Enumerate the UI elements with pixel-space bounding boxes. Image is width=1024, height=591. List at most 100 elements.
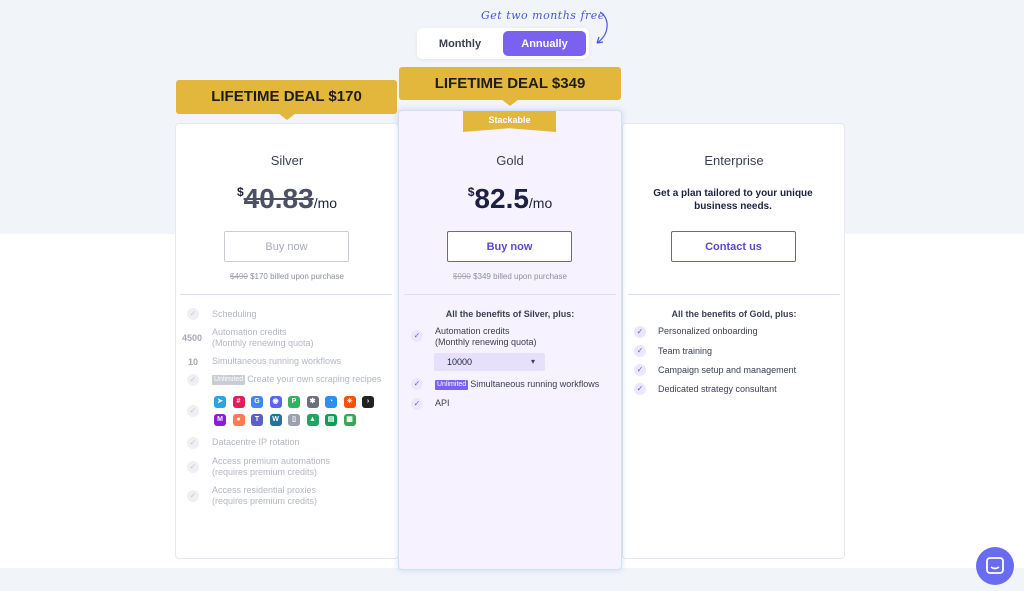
gold-banner-tip [501, 99, 519, 106]
google-drive-icon: ▲ [306, 414, 319, 426]
check-icon: ✓ [634, 383, 646, 395]
check-icon: ✓ [187, 405, 199, 417]
gold-old-price: $990 [453, 272, 471, 281]
hubspot-icon: ● [232, 414, 245, 426]
silver-feature-scheduling: Scheduling [212, 309, 257, 319]
discord-icon: ◉ [269, 396, 282, 408]
check-icon: ✓ [411, 330, 423, 342]
silver-feature-residential: Access residential proxies (requires pre… [212, 485, 317, 507]
silver-residential-sub: (requires premium credits) [212, 496, 318, 506]
silver-credits-sub: (Monthly renewing quota) [212, 338, 314, 348]
silver-feature-premium-automations: Access premium automations (requires pre… [212, 456, 330, 478]
billing-toggle: Monthly Annually [417, 28, 589, 59]
credits-select[interactable]: 10000 ▾ [434, 353, 545, 371]
silver-plan-name: Silver [270, 153, 304, 168]
silver-lifetime-banner: LIFETIME DEAL $170 [176, 80, 397, 114]
check-icon: ✓ [187, 374, 199, 386]
check-icon: ✓ [411, 378, 423, 390]
footer-background [0, 568, 1024, 591]
silver-premium-auto-sub: (requires premium credits) [212, 467, 318, 477]
gold-price-amount: 82.5 [474, 183, 529, 214]
slack-icon: # [232, 396, 245, 408]
enterprise-plan-name: Enterprise [704, 153, 764, 168]
silver-billed-note: $490 $170 billed upon purchase [175, 272, 399, 281]
webhooks-icon: ✱ [306, 396, 319, 408]
silver-feature-scraping: Unlimited Create your own scraping recipe… [212, 374, 381, 385]
silver-feature-datacentre: Datacentre IP rotation [212, 437, 300, 447]
gold-billed-text: $349 billed upon purchase [473, 272, 567, 281]
silver-divider [180, 294, 392, 295]
google-icon: G [251, 396, 263, 408]
silver-currency: $ [236, 185, 244, 199]
silver-credits-count: 4500 [182, 333, 203, 343]
messenger-icon: ◔ [325, 396, 337, 408]
curved-arrow-icon [596, 11, 608, 44]
gold-price-period: /mo [528, 195, 553, 211]
enterprise-feature: Dedicated strategy consultant [658, 384, 777, 394]
credits-select-value: 10000 [447, 357, 473, 367]
enterprise-feature: Team training [658, 346, 713, 356]
check-icon: ✓ [411, 398, 423, 410]
silver-old-price: $490 [230, 272, 248, 281]
enterprise-feature: Campaign setup and management [658, 365, 797, 375]
wordpress-icon: W [269, 414, 282, 426]
chat-launcher-button[interactable] [976, 547, 1014, 585]
enterprise-plan-card [622, 123, 845, 559]
gold-billed-note: $990 $349 billed upon purchase [398, 272, 622, 281]
check-icon: ✓ [634, 364, 646, 376]
contact-us-button[interactable]: Contact us [671, 231, 796, 262]
silver-feature-credits: Automation credits (Monthly renewing quo… [212, 327, 314, 349]
check-icon: ✓ [187, 437, 199, 449]
silver-price-amount: 40.83 [243, 183, 314, 214]
telegram-icon: ➤ [214, 396, 226, 408]
pipedrive-icon: P [288, 396, 300, 408]
enterprise-feature: Personalized onboarding [658, 326, 758, 336]
google-sheets-icon-2: ▦ [343, 414, 356, 426]
silver-price-period: /mo [313, 195, 338, 211]
check-icon: ✓ [634, 326, 646, 338]
gold-price: $82.5/mo [398, 183, 622, 215]
silver-credits-label: Automation credits [212, 327, 287, 337]
gold-credits-sub: (Monthly renewing quota) [435, 337, 537, 347]
silver-residential-label: Access residential proxies [212, 485, 317, 495]
enterprise-section-head: All the benefits of Gold, plus: [671, 309, 797, 319]
gold-feature-credits: Automation credits (Monthly renewing quo… [435, 326, 537, 348]
make-icon: M [214, 414, 226, 426]
stackable-ribbon: Stackable [463, 111, 556, 132]
check-icon: ✓ [187, 308, 199, 320]
enterprise-divider [628, 294, 840, 295]
zapier-icon: ✳ [343, 396, 356, 408]
silver-scraping-label: Create your own scraping recipes [247, 374, 382, 384]
gold-credits-label: Automation credits [435, 326, 510, 336]
gold-buy-button[interactable]: Buy now [447, 231, 572, 262]
chevron-down-icon: ▾ [530, 357, 535, 366]
silver-premium-auto-label: Access premium automations [212, 456, 331, 466]
check-icon: ✓ [187, 461, 199, 473]
bucket-icon: ▯ [288, 414, 300, 426]
gold-workflows-label: Simultaneous running workflows [470, 379, 600, 389]
silver-workflows-count: 10 [188, 357, 199, 367]
gold-plan-name: Gold [496, 153, 524, 168]
promo-text: Get two months free [481, 9, 605, 22]
enterprise-tagline: Get a plan tailored to your unique busin… [653, 188, 813, 212]
unlimited-badge: Unlimited [212, 375, 246, 385]
gold-currency: $ [467, 185, 475, 199]
google-sheets-icon: ▤ [325, 414, 337, 426]
monthly-option[interactable]: Monthly [421, 31, 499, 56]
gold-divider [404, 294, 616, 295]
gold-feature-api: API [435, 398, 450, 408]
silver-billed-text: $170 billed upon purchase [250, 272, 344, 281]
check-icon: ✓ [187, 490, 199, 502]
silver-buy-button[interactable]: Buy now [224, 231, 349, 262]
gold-plan-card [398, 110, 622, 570]
gold-lifetime-banner: LIFETIME DEAL $349 [399, 67, 621, 100]
silver-price: $40.83/mo [175, 183, 399, 215]
teams-icon: T [251, 414, 263, 426]
check-icon: ✓ [634, 345, 646, 357]
silver-plan-card [175, 123, 399, 559]
terminal-icon: › [362, 396, 374, 408]
unlimited-badge: Unlimited [435, 380, 469, 390]
chat-icon [986, 557, 1004, 574]
silver-feature-workflows: Simultaneous running workflows [212, 356, 342, 366]
annually-option[interactable]: Annually [503, 31, 586, 56]
